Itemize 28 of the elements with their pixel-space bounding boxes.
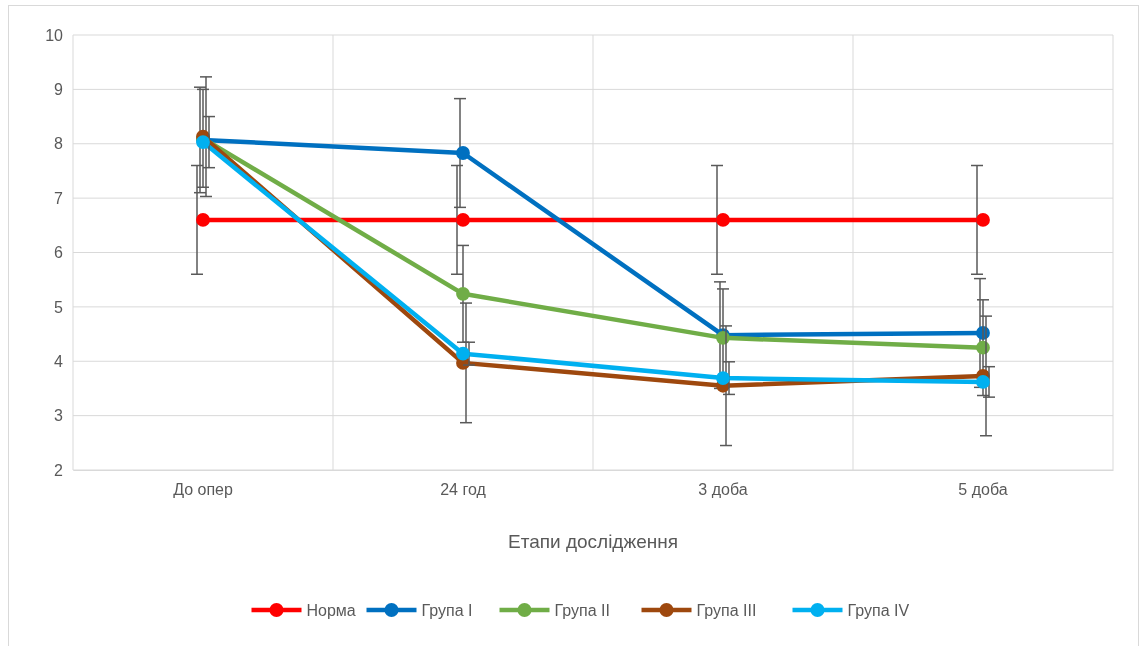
point <box>976 212 990 227</box>
point <box>456 212 470 227</box>
x-tick-label: 24 год <box>440 481 487 499</box>
legend-label: Група II <box>554 602 610 619</box>
x-tick-label: 3 доба <box>698 481 748 499</box>
y-tick-label: 10 <box>45 26 64 44</box>
legend-label: Група III <box>696 602 757 619</box>
point <box>716 212 730 227</box>
legend-label: Норма <box>306 602 356 619</box>
y-tick-label: 8 <box>54 135 64 153</box>
x-tick-label: 5 доба <box>958 481 1008 499</box>
y-tick-label: 5 <box>54 298 64 316</box>
point <box>716 371 730 385</box>
point <box>456 286 470 301</box>
y-tick-label: 9 <box>54 81 64 98</box>
point <box>456 146 470 160</box>
y-tick-label: 6 <box>54 244 64 262</box>
x-axis-title: Етапи дослідження <box>507 531 679 552</box>
legend-label: Група I <box>421 602 473 619</box>
point <box>196 212 210 227</box>
y-tick-label: 3 <box>54 407 64 425</box>
y-tick-label: 7 <box>54 189 64 207</box>
legend-label: Група IV <box>847 602 910 619</box>
y-tick-label: 4 <box>54 352 64 370</box>
point <box>976 375 990 389</box>
point <box>456 346 470 361</box>
x-tick-label: До опер <box>173 481 233 499</box>
y-tick-label: 2 <box>54 461 64 479</box>
